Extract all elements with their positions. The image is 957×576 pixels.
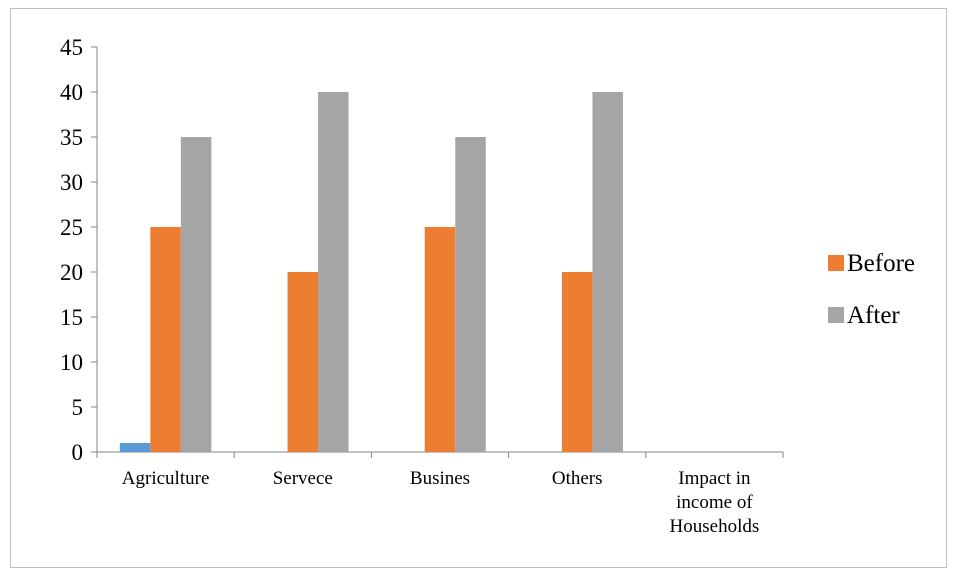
y-tick-label: 40: [60, 80, 83, 105]
legend-swatch: [828, 255, 844, 271]
bar: [424, 227, 456, 452]
x-category-label: Servece: [273, 468, 333, 489]
x-category-label: Others: [552, 468, 603, 489]
x-axis: Agriculture Servece Busines Others Impact in…: [96, 451, 784, 537]
y-tick-label: 45: [60, 35, 83, 60]
bar: [561, 272, 593, 452]
bar: [287, 272, 319, 452]
x-category-label: Agriculture: [122, 468, 210, 489]
y-tick-label: 10: [60, 350, 83, 375]
bar: [150, 227, 181, 452]
bars: [119, 92, 623, 452]
legend: Before After: [828, 250, 915, 329]
y-axis: 0 5 10 15 20 25 30 35 40 45: [60, 35, 98, 465]
bar: [180, 137, 212, 452]
legend-swatch: [828, 307, 844, 323]
legend-label: Before: [847, 250, 915, 277]
bar: [119, 443, 151, 452]
bar: [592, 92, 623, 452]
y-tick-label: 25: [60, 215, 83, 240]
y-tick-label: 30: [60, 170, 83, 195]
x-category-label: Busines: [410, 468, 470, 489]
legend-label: After: [847, 302, 900, 329]
y-tick-label: 20: [60, 260, 83, 285]
y-tick-label: 5: [72, 395, 84, 420]
bar: [318, 92, 349, 452]
bar: [455, 137, 486, 452]
y-tick-label: 0: [72, 440, 84, 465]
x-category-label: Impact in income of Households: [670, 468, 760, 537]
y-tick-label: 15: [60, 305, 83, 330]
y-tick-label: 35: [60, 125, 83, 150]
